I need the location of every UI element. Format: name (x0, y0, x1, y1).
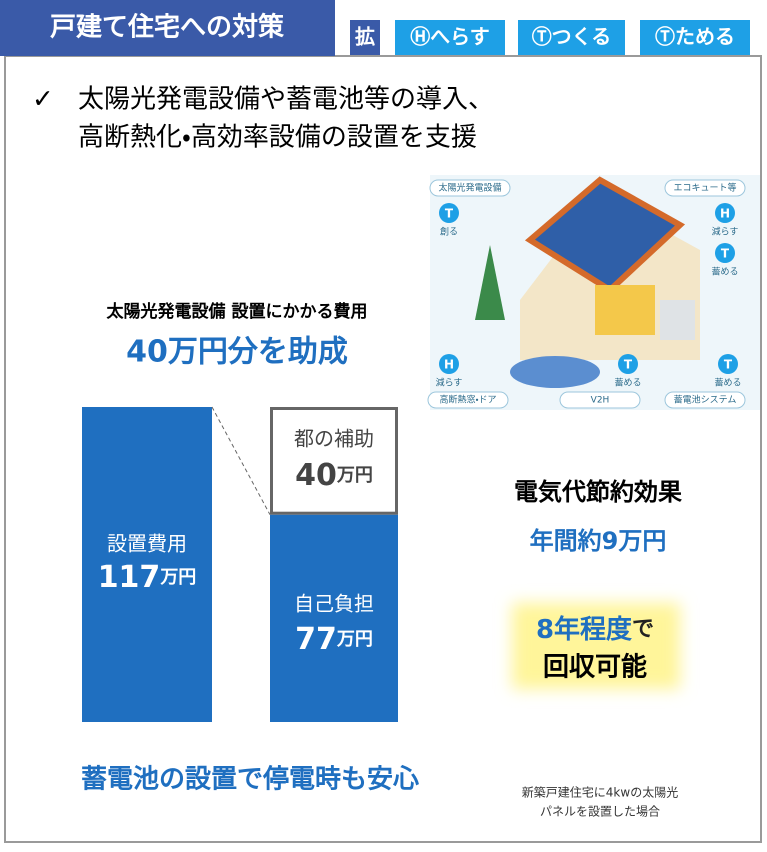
value-unit: 万円 (336, 629, 373, 650)
value-unit: 万円 (336, 465, 373, 486)
subsidy-headline: 40万円分を助成 (126, 335, 348, 370)
illustration-label: 蓄める (714, 377, 741, 389)
value-unit: 万円 (159, 567, 196, 588)
bar-total (82, 407, 212, 722)
tags: 拡 Ⓗへらす Ⓣつくる Ⓣためる (350, 20, 750, 55)
bar-subsidy (270, 407, 398, 515)
icon-letter: T (724, 358, 733, 372)
illustration-label: 減らす (436, 377, 463, 389)
connector (211, 406, 271, 515)
unit (660, 300, 695, 340)
value-number: 117 (98, 560, 161, 595)
payback-line2: 回収可能 (543, 653, 647, 683)
icon-letter: T (721, 247, 730, 261)
illustration-label: 創る (440, 227, 458, 238)
header-tab (0, 0, 335, 56)
illustration-label: エコキュート等 (673, 182, 736, 194)
illustration (430, 175, 760, 410)
bar-self-pay (270, 514, 398, 722)
tag-label: Ⓣためる (655, 25, 735, 49)
illustration-label: 蓄める (711, 266, 738, 278)
illustration-label: 蓄電池システム (674, 394, 737, 406)
footnote: パネルを設置した場合 (540, 805, 660, 819)
payback-rest: で (632, 617, 654, 642)
label-chip (664, 391, 746, 409)
cost-heading: 太陽光発電設備 設置にかかる費用 (106, 301, 368, 322)
illustration-label: V2H (591, 396, 610, 406)
icon-letter: H (720, 207, 730, 221)
highlight (512, 603, 680, 689)
header-title: 戸建て住宅への対策 (50, 12, 284, 43)
tag (518, 20, 625, 55)
icon-letter: T (445, 207, 454, 221)
label-chip (559, 391, 641, 409)
icon-letter: H (444, 358, 454, 372)
tag-label: 拡 (355, 25, 375, 49)
payback-em: 8年程度 (536, 614, 632, 645)
icon (715, 203, 735, 223)
illustration-label: 蓄める (614, 377, 641, 389)
illustration-label: 高断熱窓・ドア (439, 394, 496, 406)
label-chip (429, 179, 511, 197)
tag (350, 20, 380, 55)
tag (395, 20, 505, 55)
label-chip (427, 391, 509, 409)
savings-title: 電気代節約効果 (514, 478, 682, 506)
car (510, 356, 600, 388)
illustration-label: 太陽光発電設備 (438, 182, 501, 194)
room (595, 285, 655, 335)
icon (618, 354, 638, 374)
tag (640, 20, 750, 55)
solar-roof (524, 176, 686, 294)
payback-line: 8年程度で (536, 614, 654, 645)
icon (718, 354, 738, 374)
bullet-line: 太陽光発電設備や蓄電池等の導入、 (78, 85, 494, 115)
check-mark: ✓ (32, 85, 54, 115)
value-number: 77 (295, 622, 337, 657)
icon (439, 203, 459, 223)
bar-value: 40万円 (295, 458, 373, 493)
tag-label: Ⓗへらす (410, 25, 490, 49)
tag-label: Ⓣつくる (532, 25, 612, 49)
savings-annual: 年間約9万円 (530, 527, 667, 555)
bar-value: 77万円 (295, 622, 373, 657)
bar-label: 都の補助 (294, 427, 374, 451)
illustration-label: 減らす (712, 226, 739, 238)
label-chip (664, 179, 746, 197)
value-number: 40 (295, 458, 337, 493)
icon (439, 354, 459, 374)
tree (475, 245, 505, 320)
bar-label: 自己負担 (294, 592, 374, 616)
icon (715, 243, 735, 263)
bar-value: 117万円 (98, 560, 197, 595)
footnote: 新築戸建住宅に4kwの太陽光 (522, 785, 678, 800)
bar-label: 設置費用 (107, 532, 187, 556)
battery-note: 蓄電池の設置で停電時も安心 (81, 764, 419, 795)
icon-letter: T (624, 358, 633, 372)
bullet-line: 高断熱化・高効率設備の設置を支援 (78, 123, 477, 153)
